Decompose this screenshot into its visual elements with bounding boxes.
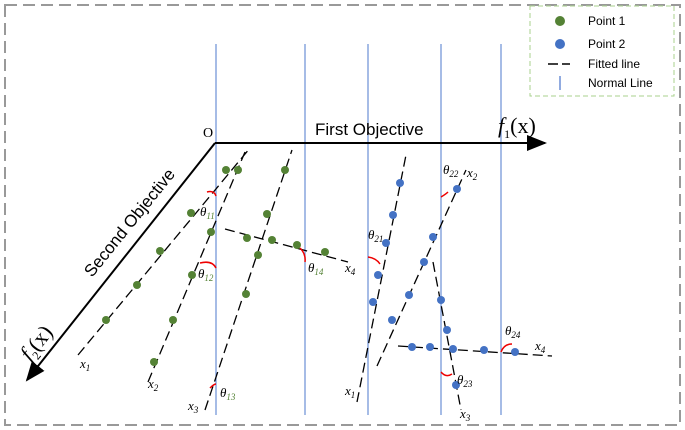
angle-label-subscript: 21 <box>374 234 383 244</box>
outer-border <box>4 4 681 426</box>
line-label-subscript: 2 <box>154 383 159 393</box>
angle-label: θ21 <box>368 227 383 244</box>
line-label-subscript: 3 <box>193 405 199 415</box>
legend-label: Point 1 <box>588 14 626 28</box>
legend: Point 1 Point 2 Fitted line Normal Line <box>529 5 675 97</box>
angle-label-subscript: 23 <box>463 379 473 389</box>
angle-label-subscript: 24 <box>511 330 521 340</box>
angle-label: θ22 <box>443 162 459 179</box>
line-label: x4 <box>344 260 356 277</box>
angle-label-symbol: θ <box>457 372 464 387</box>
point-2-markers <box>369 179 519 389</box>
x-axis-symbol: f1(x) <box>498 113 536 141</box>
angle-label-symbol: θ <box>308 260 315 275</box>
line-label-subscript: 2 <box>473 172 478 182</box>
angle-label-symbol: θ <box>443 162 450 177</box>
line-label-subscript: 1 <box>351 390 356 400</box>
angle-label-subscript: 11 <box>206 211 214 221</box>
angle-label-subscript: 13 <box>226 392 236 402</box>
point-1-markers <box>102 166 329 366</box>
legend-swatch <box>555 16 565 26</box>
angle-label-symbol: θ <box>368 227 375 242</box>
angle-label: θ12 <box>198 266 214 283</box>
y-axis <box>25 142 216 382</box>
angle-label: θ14 <box>308 260 324 277</box>
line-label-symbol: x <box>344 260 351 275</box>
line-label: x2 <box>147 376 159 393</box>
line-label: x1 <box>344 383 355 400</box>
legend-swatch <box>555 39 565 49</box>
origin-label: O <box>203 126 213 141</box>
legend-box <box>529 5 675 97</box>
line-label: x3 <box>459 406 471 423</box>
line-label: x1 <box>79 356 90 373</box>
line-label-symbol: x <box>187 398 194 413</box>
angle-label-symbol: θ <box>198 266 205 281</box>
angle-arcs <box>199 190 513 389</box>
angle-label-symbol: θ <box>200 204 207 219</box>
line-label-symbol: x <box>344 383 351 398</box>
angle-label-subscript: 22 <box>449 169 459 179</box>
line-label-subscript: 4 <box>351 267 356 277</box>
legend-label: Normal Line <box>588 76 653 90</box>
legend-label: Point 2 <box>588 37 626 51</box>
line-label: x4 <box>534 338 546 355</box>
line-label-symbol: x <box>534 338 541 353</box>
x-axis-title: First Objective <box>315 120 424 139</box>
line-label-symbol: x <box>459 406 466 421</box>
line-label-subscript: 4 <box>541 345 546 355</box>
angle-label: θ24 <box>505 323 521 340</box>
angle-label: θ11 <box>200 204 215 221</box>
line-label: x2 <box>466 165 478 182</box>
normal-lines <box>215 44 502 415</box>
angle-label-symbol: θ <box>220 385 227 400</box>
angle-label-subscript: 14 <box>314 267 324 277</box>
line-label-symbol: x <box>466 165 473 180</box>
line-label-symbol: x <box>147 376 154 391</box>
legend-label: Fitted line <box>588 57 640 71</box>
y-axis-symbol: f2(x) <box>14 320 60 367</box>
line-label: x3 <box>187 398 199 415</box>
line-label-subscript: 1 <box>86 363 91 373</box>
line-label-symbol: x <box>79 356 86 371</box>
line-label-subscript: 3 <box>465 413 471 423</box>
angle-label-symbol: θ <box>505 323 512 338</box>
angle-label: θ13 <box>220 385 236 402</box>
angle-label-subscript: 12 <box>204 273 214 283</box>
y-axis-title: Second Objective <box>80 165 179 281</box>
angle-label: θ23 <box>457 372 473 389</box>
